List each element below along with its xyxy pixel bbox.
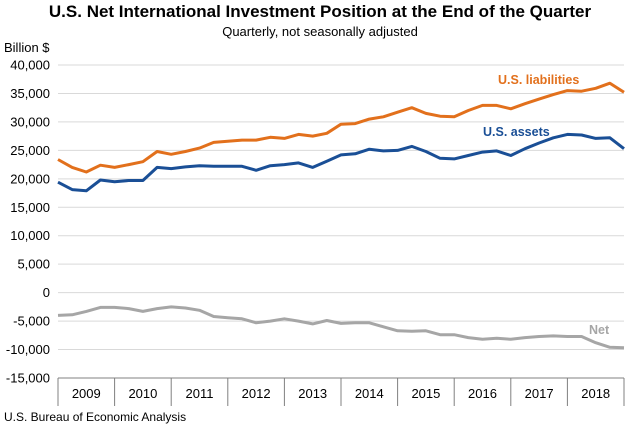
y-tick-label: 20,000: [10, 171, 50, 186]
y-tick-label: -5,000: [13, 314, 50, 329]
y-axis-unit-label: Billion $: [4, 40, 50, 55]
x-tick-label: 2013: [298, 386, 327, 401]
x-tick-label: 2009: [72, 386, 101, 401]
y-tick-label: 10,000: [10, 228, 50, 243]
y-tick-label: -15,000: [6, 371, 50, 386]
x-tick-label: 2018: [581, 386, 610, 401]
y-tick-label: 25,000: [10, 143, 50, 158]
y-axis-ticks: 40,000 35,000 30,000 25,000 20,000 15,000 10,0…: [6, 58, 50, 386]
chart-subtitle: Quarterly, not seasonally adjusted: [222, 24, 418, 39]
series-label-assets: U.S. assets: [483, 125, 550, 139]
x-axis: 2009 2010 2011 2012 2013 2014 2015 2016 2017 2018: [57, 377, 625, 406]
chart-title: U.S. Net International Investment Positi…: [48, 2, 592, 21]
y-tick-label: 15,000: [10, 200, 50, 215]
series-label-liabilities: U.S. liabilities: [498, 73, 579, 87]
series-labels: U.S. liabilities U.S. assets Net: [483, 73, 610, 337]
y-tick-label: -10,000: [6, 342, 50, 357]
series-label-net: Net: [589, 323, 610, 337]
x-tick-label: 2014: [355, 386, 384, 401]
x-tick-label: 2011: [186, 386, 214, 401]
x-tick-label: 2016: [468, 386, 497, 401]
x-tick-label: 2010: [128, 386, 157, 401]
y-tick-label: 40,000: [10, 58, 50, 73]
source-note: U.S. Bureau of Economic Analysis: [4, 410, 187, 424]
series-line-assets: [57, 132, 625, 193]
series-line-liabilities: [57, 81, 625, 174]
series-line-net: [57, 305, 625, 350]
x-tick-label: 2012: [242, 386, 271, 401]
y-tick-label: 0: [43, 285, 50, 300]
gridlines: [58, 64, 624, 379]
x-tick-label: 2017: [525, 386, 554, 401]
y-tick-label: 35,000: [10, 86, 50, 101]
y-tick-label: 5,000: [17, 257, 50, 272]
x-tick-label: 2015: [411, 386, 440, 401]
y-tick-label: 30,000: [10, 114, 50, 129]
series-lines: [57, 81, 625, 350]
